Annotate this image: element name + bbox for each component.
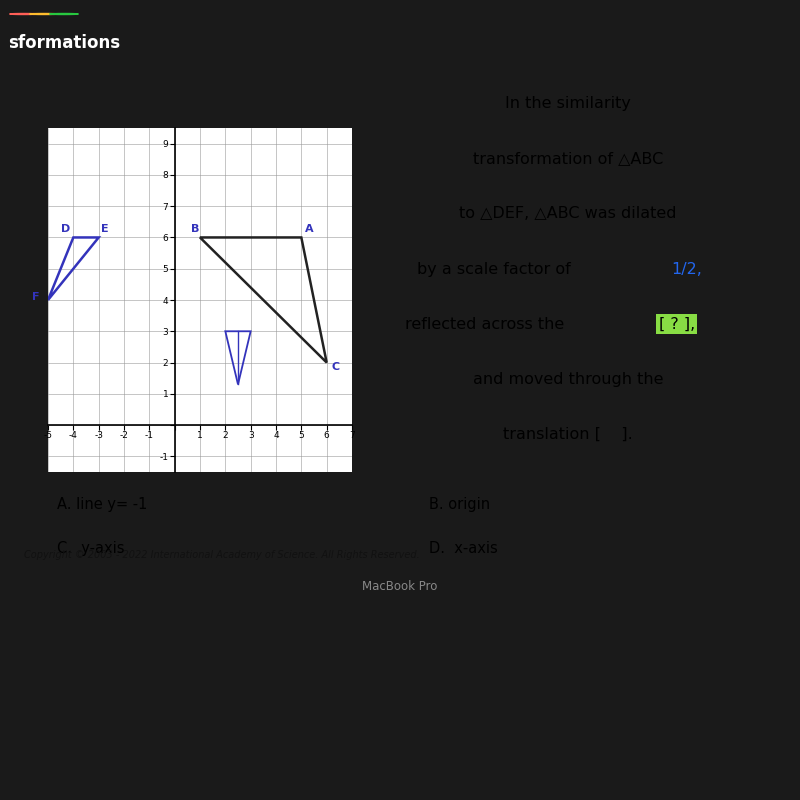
Text: A: A: [305, 224, 314, 234]
Text: reflected across the: reflected across the: [405, 317, 569, 332]
Text: E: E: [101, 224, 108, 234]
Text: B: B: [191, 224, 199, 234]
Text: D: D: [61, 224, 70, 234]
Text: D.  x-axis: D. x-axis: [429, 542, 498, 556]
Text: and moved through the: and moved through the: [473, 372, 663, 387]
Text: MacBook Pro: MacBook Pro: [362, 579, 438, 593]
Text: by a scale factor of 1/2,: by a scale factor of 1/2,: [473, 262, 663, 277]
Text: C.  y-axis: C. y-axis: [58, 542, 125, 556]
Text: Copyright © 2003 - 2022 International Academy of Science. All Rights Reserved.: Copyright © 2003 - 2022 International Ac…: [24, 550, 420, 560]
Text: transformation of △ABC: transformation of △ABC: [473, 151, 663, 166]
Text: C: C: [331, 362, 339, 372]
Text: F: F: [31, 292, 39, 302]
Text: to △DEF, △ABC was dilated: to △DEF, △ABC was dilated: [459, 206, 677, 222]
Text: B. origin: B. origin: [429, 498, 490, 512]
Text: 1/2,: 1/2,: [671, 262, 702, 277]
Text: A. line y= -1: A. line y= -1: [58, 498, 147, 512]
Text: translation [    ].: translation [ ].: [503, 427, 633, 442]
Text: [ ? ],: [ ? ],: [658, 317, 695, 332]
Text: In the similarity: In the similarity: [505, 96, 631, 111]
Text: sformations: sformations: [8, 34, 120, 53]
Text: by a scale factor of: by a scale factor of: [417, 262, 576, 277]
